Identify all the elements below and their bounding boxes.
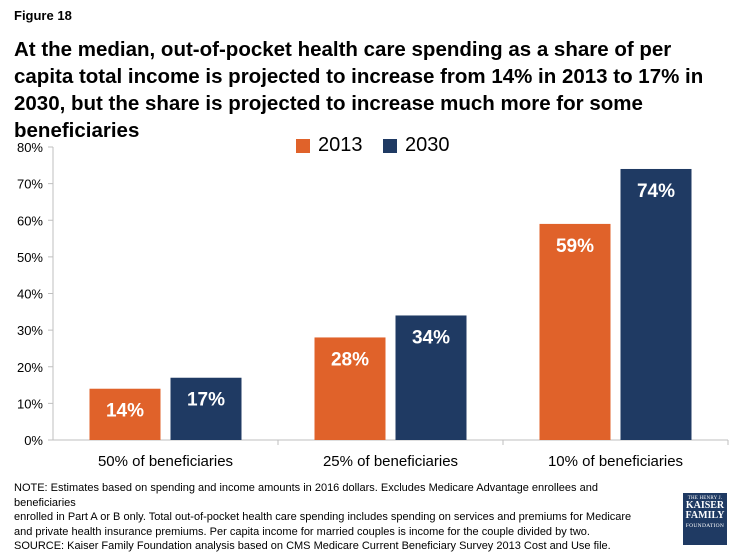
bar-2030-2 [620, 168, 692, 440]
note-line: and private health insurance premiums. P… [14, 525, 590, 538]
kff-logo: THE HENRY J. KAISER FAMILY FOUNDATION [683, 493, 727, 545]
figure-label: Figure 18 [14, 8, 72, 23]
y-tick-label: 50% [17, 250, 43, 265]
note-block: NOTE: Estimates based on spending and in… [14, 481, 654, 554]
logo-line: FAMILY [685, 510, 725, 521]
y-tick-label: 0% [24, 433, 43, 448]
legend-item-2013: 2013 [296, 134, 363, 157]
logo-line: KAISER [685, 500, 725, 511]
y-tick-label: 80% [17, 140, 43, 155]
logo-line: THE HENRY J. [687, 496, 723, 501]
data-label: 74% [637, 181, 675, 202]
y-tick-label: 60% [17, 213, 43, 228]
x-tick-label: 10% of beneficiaries [548, 453, 683, 470]
note-line: enrolled in Part A or B only. Total out-… [14, 511, 632, 523]
data-label: 59% [556, 236, 594, 257]
legend-swatch-2013 [296, 138, 310, 153]
x-tick-label: 25% of beneficiaries [323, 453, 458, 470]
legend: 2013 2030 [0, 134, 735, 164]
bar-2030-0 [170, 377, 242, 440]
bar-2030-1 [395, 315, 467, 440]
y-tick-label: 70% [17, 177, 43, 192]
note-line: NOTE: Estimates based on spending and in… [14, 482, 598, 509]
source-line: SOURCE: Kaiser Family Foundation analysi… [14, 540, 611, 552]
data-label: 14% [106, 401, 144, 422]
legend-swatch-2030 [383, 138, 397, 153]
data-label: 17% [187, 390, 225, 411]
data-label: 34% [412, 327, 450, 348]
bar-2013-1 [314, 337, 386, 440]
bar-chart: 0% 10% 20% 30% 40% 50% 60% 70% 80% 14% 17% 50% of b… [17, 140, 729, 470]
y-tick-label: 30% [17, 323, 43, 338]
y-tick-label: 10% [17, 396, 43, 411]
legend-item-2030: 2030 [383, 134, 450, 157]
bar-2013-2 [539, 223, 611, 440]
chart-title: At the median, out-of-pocket health care… [14, 38, 704, 142]
data-label: 28% [331, 349, 369, 370]
logo-line: FOUNDATION [685, 523, 725, 529]
legend-label-2013: 2013 [318, 134, 363, 156]
x-tick-label: 50% of beneficiaries [98, 453, 233, 470]
bar-2013-0 [89, 388, 161, 440]
y-tick-label: 40% [17, 287, 43, 302]
y-tick-label: 20% [17, 360, 43, 375]
legend-label-2030: 2030 [405, 134, 450, 156]
